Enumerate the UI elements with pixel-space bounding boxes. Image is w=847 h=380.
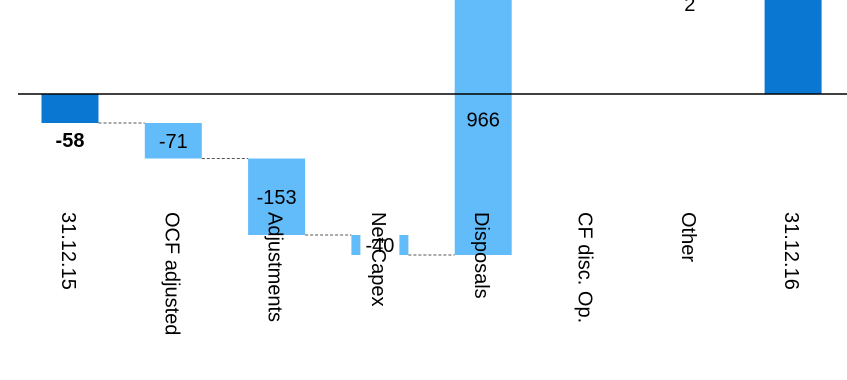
value-label-31-12-15-0: -58 — [56, 130, 85, 152]
category-label-31-12-16-7: 31.12.16 — [780, 212, 802, 290]
bar-adjustments-2 — [248, 158, 306, 235]
bars — [41, 0, 822, 255]
value-label-net-capex-3: -40 — [365, 235, 394, 257]
category-label-adjustments-2: Adjustments — [264, 212, 286, 322]
bar-31-12-15-0 — [41, 94, 99, 123]
category-labels: 31.12.15 OCF adjusted Adjustments Net Capex… — [57, 212, 802, 335]
category-label-ocf-adjusted-1: OCF adjusted — [160, 212, 182, 335]
bar-31-12-16-7 — [764, 0, 822, 94]
value-label-adjustments-2: -153 — [257, 187, 297, 209]
bar-ocf-adjusted-1 — [144, 123, 202, 159]
value-label-disposals-4: 966 — [467, 110, 500, 132]
value-label-other-6: 2 — [684, 0, 695, 16]
value-label-ocf-adjusted-1: -71 — [159, 131, 188, 153]
category-label-disposals-4: Disposals — [470, 212, 492, 299]
category-label-cf-disc-op-5: CF disc. Op. — [574, 212, 596, 323]
category-label-other-6: Other — [677, 212, 699, 262]
bar-disposals-4 — [454, 0, 512, 255]
category-label-31-12-15-0: 31.12.15 — [57, 212, 79, 290]
category-label-net-capex-3: Net Capex — [367, 212, 389, 307]
connector-lines — [98, 122, 455, 256]
value-label-bg-3 — [360, 234, 400, 256]
